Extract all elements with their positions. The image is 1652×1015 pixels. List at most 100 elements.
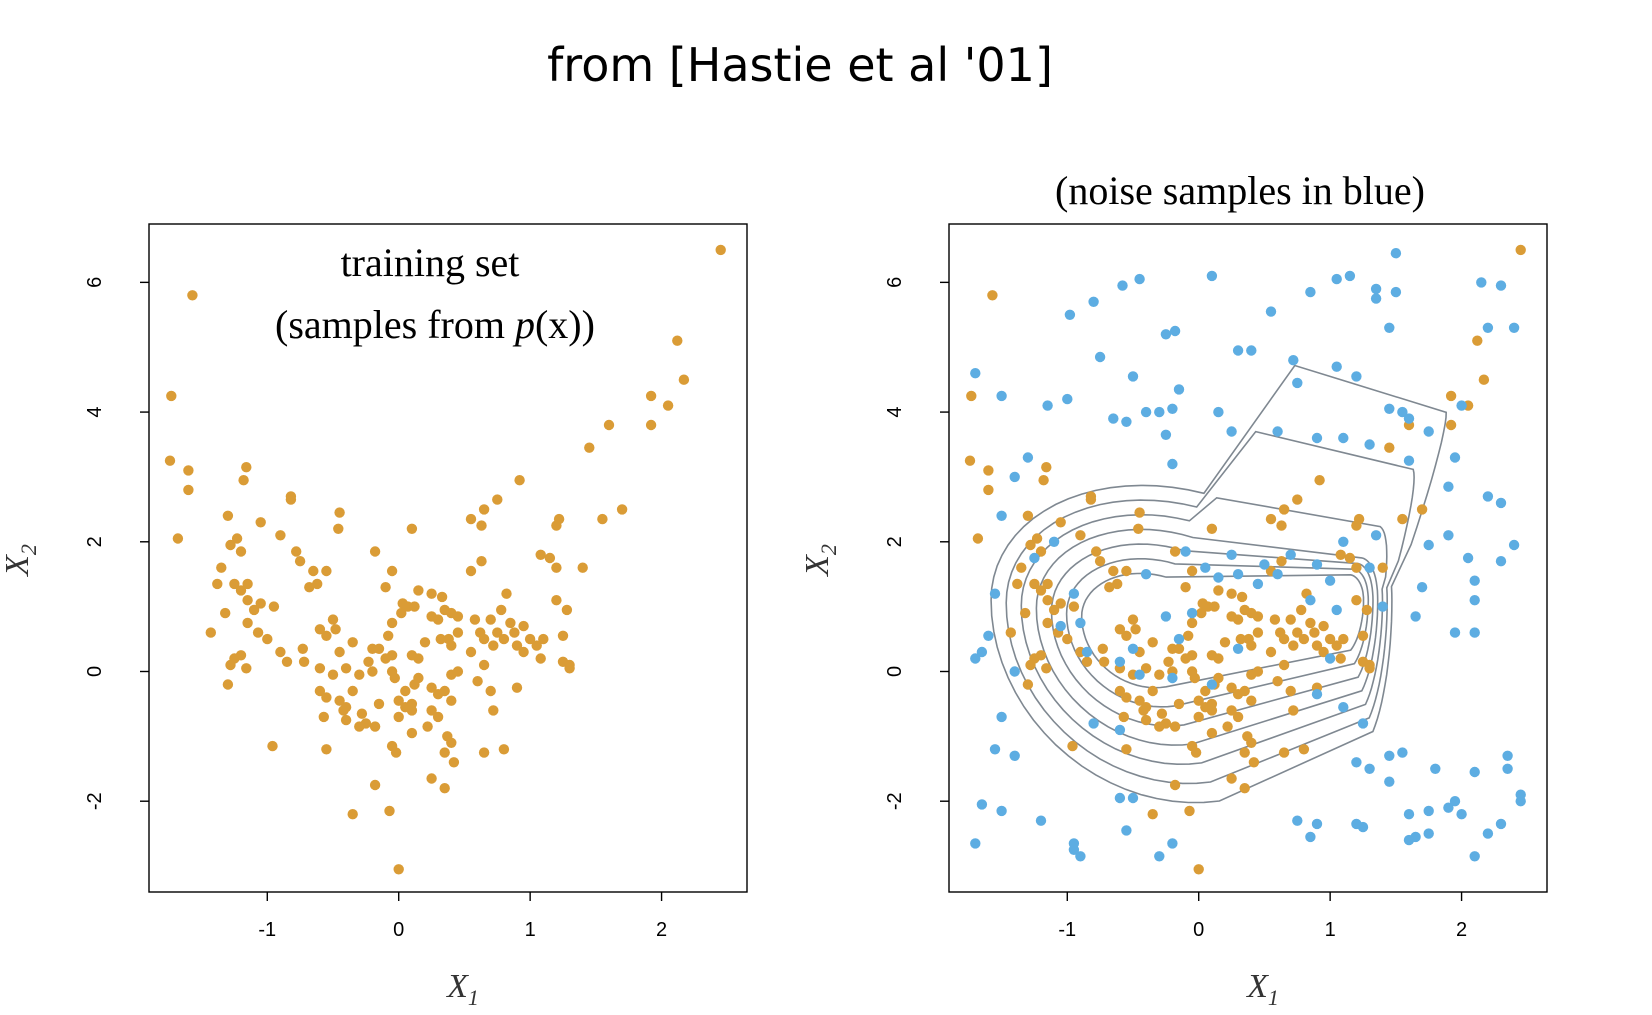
noise-point	[1311, 689, 1323, 700]
training-point	[1186, 666, 1198, 677]
noise-point	[1169, 325, 1181, 337]
noise-point	[1370, 293, 1382, 304]
training-point	[1226, 611, 1237, 622]
training-point	[426, 773, 437, 784]
training-point	[373, 643, 385, 654]
training-point	[327, 614, 339, 625]
noise-point	[1134, 273, 1145, 285]
training-point	[212, 578, 223, 590]
training-point	[1292, 494, 1303, 505]
training-point	[475, 627, 486, 638]
contour-line	[1080, 572, 1365, 689]
training-point	[966, 390, 977, 402]
noise-point	[1495, 556, 1507, 567]
training-point	[553, 513, 565, 525]
noise-point	[1167, 838, 1178, 849]
training-point	[235, 585, 247, 596]
noise-point	[1508, 322, 1520, 333]
training-point	[1288, 705, 1299, 716]
training-point	[1042, 617, 1053, 629]
training-point	[252, 627, 264, 638]
noise-point	[1186, 607, 1198, 619]
noise-point	[1508, 539, 1520, 551]
training-point	[446, 640, 457, 651]
training-point	[1298, 744, 1310, 755]
training-point	[1318, 620, 1329, 632]
noise-point	[1338, 432, 1349, 444]
training-point	[1397, 513, 1408, 525]
training-point	[1209, 601, 1220, 612]
noise-point	[1075, 851, 1086, 862]
training-point	[1081, 656, 1093, 667]
training-point	[406, 523, 418, 534]
training-point	[1173, 643, 1185, 654]
chart-title: (noise samples in blue)	[1055, 168, 1425, 213]
noise-point	[989, 744, 1001, 755]
training-point	[1147, 637, 1158, 648]
noise-point	[1331, 361, 1342, 372]
training-point	[386, 666, 398, 677]
training-point	[1351, 562, 1362, 573]
training-point	[972, 533, 984, 544]
training-point	[1357, 630, 1369, 641]
training-point	[1035, 585, 1047, 596]
training-point	[172, 533, 184, 544]
noise-point	[1226, 426, 1237, 437]
noise-point	[1403, 413, 1415, 424]
training-point	[281, 656, 293, 667]
contour-line	[990, 364, 1448, 804]
noise-point	[1443, 530, 1454, 541]
noise-point	[1232, 643, 1244, 654]
noise-point	[1160, 329, 1172, 340]
training-point	[1112, 578, 1123, 590]
training-point	[386, 650, 398, 661]
training-point	[472, 676, 483, 687]
training-point	[505, 617, 516, 629]
noise-point	[1075, 617, 1086, 629]
training-point	[1094, 556, 1106, 567]
noise-point	[1377, 601, 1388, 612]
noise-point	[1265, 306, 1277, 317]
training-point	[166, 390, 177, 402]
noise-point	[1252, 578, 1264, 590]
noise-point	[1456, 809, 1467, 820]
training-point	[436, 591, 448, 603]
noise-point	[1456, 400, 1467, 411]
training-point	[1138, 705, 1149, 716]
training-point	[275, 646, 286, 658]
training-point	[1272, 676, 1283, 687]
noise-point	[1305, 286, 1316, 298]
training-point	[400, 685, 411, 697]
noise-point	[1469, 627, 1480, 638]
x-tick-label: 1	[525, 919, 536, 941]
training-point	[321, 692, 332, 703]
plot-frame	[148, 223, 748, 893]
training-point	[1104, 582, 1115, 593]
training-point	[1285, 685, 1296, 697]
training-point	[222, 679, 234, 690]
training-point	[1035, 546, 1047, 557]
training-point	[1134, 695, 1145, 706]
training-point	[1169, 546, 1181, 557]
training-point	[1472, 335, 1483, 346]
noise-point	[1022, 452, 1034, 463]
training-point	[242, 578, 253, 590]
training-point	[478, 747, 490, 758]
noise-point	[970, 838, 981, 849]
training-point	[1226, 705, 1237, 716]
x-tick-label: 1	[1325, 919, 1336, 941]
noise-point	[1029, 552, 1040, 564]
training-point	[469, 614, 481, 625]
training-point	[645, 390, 657, 402]
training-point	[235, 650, 247, 661]
training-point	[1048, 604, 1060, 616]
training-point	[354, 669, 365, 680]
training-point	[426, 682, 437, 693]
x-axis: -1 0 1 2	[1058, 892, 1467, 941]
training-point	[1184, 805, 1195, 817]
training-point	[1296, 604, 1307, 616]
training-point	[422, 721, 433, 732]
noise-point	[1364, 562, 1375, 573]
training-point	[1156, 708, 1168, 719]
training-point	[334, 507, 345, 518]
